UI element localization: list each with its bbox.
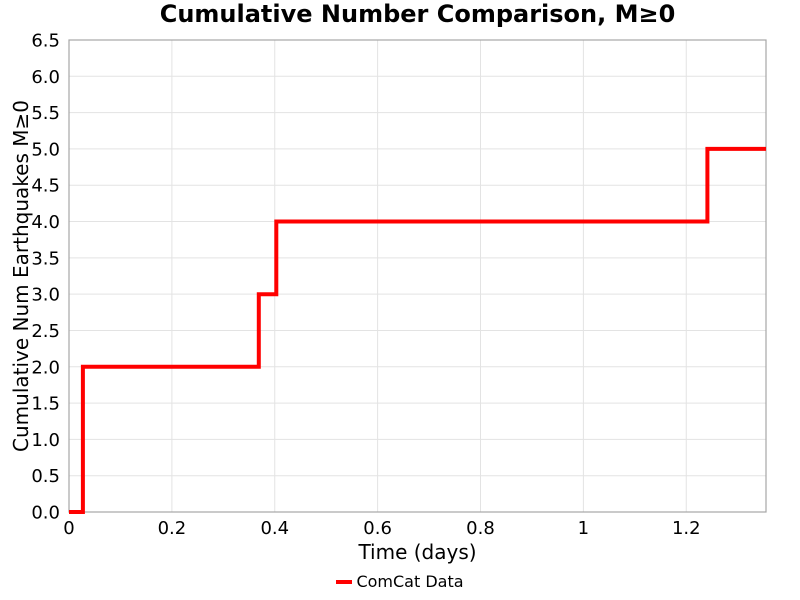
y-tick-label: 6.0 [31,67,60,88]
x-tick-label: 1 [578,518,589,539]
y-tick-label: 5.5 [31,103,60,124]
legend-label: ComCat Data [356,572,464,591]
legend: ComCat Data [0,572,800,591]
y-tick-label: 6.5 [31,31,60,52]
y-axis-label: Cumulative Num Earthquakes M≥0 [9,100,33,452]
x-axis-label: Time (days) [358,540,477,564]
x-tick-label: 0.2 [158,518,187,539]
y-tick-label: 0.0 [31,503,60,524]
y-tick-label: 0.5 [31,466,60,487]
axes-spines [68,39,767,513]
y-tick-label: 1.5 [31,394,60,415]
y-tick-label: 2.5 [31,321,60,342]
y-tick-label: 1.0 [31,430,60,451]
y-tick-label: 5.0 [31,139,60,160]
y-tick-label: 3.0 [31,285,60,306]
x-tick-label: 1.2 [672,518,701,539]
x-tick-label: 0.6 [363,518,392,539]
x-tick-label: 0.8 [466,518,495,539]
y-tick-label: 2.0 [31,357,60,378]
y-tick-label: 3.5 [31,248,60,269]
chart-title: Cumulative Number Comparison, M≥0 [159,0,676,28]
comcat-step-line [69,146,766,514]
y-tick-label: 4.0 [31,212,60,233]
x-tick-label: 0 [63,518,74,539]
legend-line-marker [336,579,353,584]
y-tick-label: 4.5 [31,176,60,197]
x-tick-label: 0.4 [260,518,289,539]
